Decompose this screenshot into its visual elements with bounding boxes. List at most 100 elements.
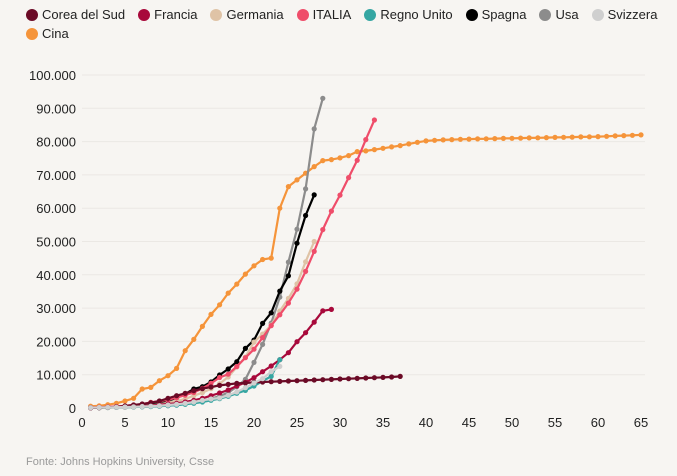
data-point[interactable] [406, 141, 412, 147]
data-point[interactable] [320, 308, 326, 314]
data-point[interactable] [311, 164, 317, 170]
data-point[interactable] [242, 380, 248, 386]
data-point[interactable] [371, 117, 377, 123]
data-point[interactable] [156, 398, 162, 404]
data-point[interactable] [268, 379, 274, 385]
data-point[interactable] [199, 323, 205, 329]
data-point[interactable] [354, 157, 360, 163]
data-point[interactable] [234, 380, 240, 386]
data-point[interactable] [380, 145, 386, 151]
legend-item[interactable]: Regno Unito [364, 6, 453, 24]
legend-item[interactable]: Francia [138, 6, 197, 24]
data-point[interactable] [285, 273, 291, 279]
data-point[interactable] [174, 393, 180, 399]
data-point[interactable] [303, 268, 309, 274]
data-point[interactable] [337, 155, 343, 161]
data-point[interactable] [182, 390, 188, 396]
data-point[interactable] [320, 227, 326, 233]
data-point[interactable] [277, 205, 283, 211]
data-point[interactable] [148, 403, 154, 409]
data-point[interactable] [638, 132, 644, 138]
data-point[interactable] [260, 335, 266, 341]
data-point[interactable] [500, 135, 506, 141]
data-point[interactable] [363, 137, 369, 143]
legend-item[interactable]: ITALIA [296, 6, 351, 24]
data-point[interactable] [328, 376, 334, 382]
data-point[interactable] [251, 346, 257, 352]
legend-item[interactable]: Cina [26, 25, 69, 43]
data-point[interactable] [217, 390, 223, 396]
data-point[interactable] [234, 363, 240, 370]
data-point[interactable] [242, 345, 248, 351]
data-point[interactable] [303, 259, 309, 265]
data-point[interactable] [397, 143, 403, 149]
data-point[interactable] [578, 134, 584, 140]
data-point[interactable] [294, 339, 300, 345]
data-point[interactable] [432, 137, 438, 143]
data-point[interactable] [363, 148, 369, 154]
legend-item[interactable]: Corea del Sud [26, 6, 125, 24]
data-point[interactable] [612, 133, 618, 139]
data-point[interactable] [174, 401, 180, 407]
data-point[interactable] [311, 319, 317, 325]
data-point[interactable] [285, 300, 291, 306]
data-point[interactable] [320, 377, 326, 383]
data-point[interactable] [285, 259, 291, 265]
data-point[interactable] [423, 138, 429, 144]
data-point[interactable] [191, 399, 197, 405]
data-point[interactable] [251, 263, 257, 269]
data-point[interactable] [191, 388, 197, 394]
data-point[interactable] [414, 139, 420, 145]
data-point[interactable] [251, 339, 257, 345]
data-point[interactable] [328, 157, 334, 163]
data-point[interactable] [260, 369, 266, 375]
data-point[interactable] [277, 378, 283, 384]
data-point[interactable] [208, 384, 214, 390]
data-point[interactable] [311, 377, 317, 383]
legend-item[interactable]: Usa [539, 6, 579, 24]
data-point[interactable] [139, 386, 145, 392]
data-point[interactable] [518, 135, 524, 141]
data-point[interactable] [586, 134, 593, 140]
data-point[interactable] [148, 384, 154, 390]
data-point[interactable] [217, 382, 223, 388]
data-point[interactable] [165, 402, 171, 408]
data-point[interactable] [277, 363, 283, 369]
data-point[interactable] [131, 395, 137, 401]
data-point[interactable] [328, 306, 334, 312]
data-point[interactable] [182, 400, 188, 406]
data-point[interactable] [475, 136, 481, 142]
data-point[interactable] [294, 378, 300, 384]
data-point[interactable] [509, 135, 515, 141]
data-point[interactable] [285, 378, 291, 384]
data-point[interactable] [285, 350, 291, 356]
data-point[interactable] [165, 395, 171, 401]
data-point[interactable] [225, 290, 231, 296]
data-point[interactable] [303, 212, 309, 219]
data-point[interactable] [492, 136, 498, 142]
data-point[interactable] [380, 374, 386, 380]
data-point[interactable] [311, 126, 317, 132]
data-point[interactable] [303, 377, 309, 383]
legend-item[interactable]: Germania [210, 6, 284, 24]
data-point[interactable] [595, 134, 601, 140]
data-point[interactable] [242, 355, 248, 361]
data-point[interactable] [268, 363, 274, 369]
data-point[interactable] [260, 256, 266, 263]
data-point[interactable] [105, 404, 111, 410]
legend-item[interactable]: Svizzera [591, 6, 657, 24]
data-point[interactable] [604, 133, 610, 139]
data-point[interactable] [561, 134, 567, 140]
data-point[interactable] [225, 381, 231, 387]
data-point[interactable] [139, 403, 145, 410]
data-point[interactable] [208, 380, 214, 386]
data-point[interactable] [346, 376, 352, 382]
data-point[interactable] [113, 404, 119, 410]
data-point[interactable] [234, 281, 240, 287]
data-point[interactable] [535, 135, 541, 141]
data-point[interactable] [199, 386, 205, 392]
data-point[interactable] [363, 375, 369, 381]
data-point[interactable] [225, 366, 231, 372]
data-point[interactable] [165, 373, 171, 379]
data-point[interactable] [251, 380, 257, 386]
